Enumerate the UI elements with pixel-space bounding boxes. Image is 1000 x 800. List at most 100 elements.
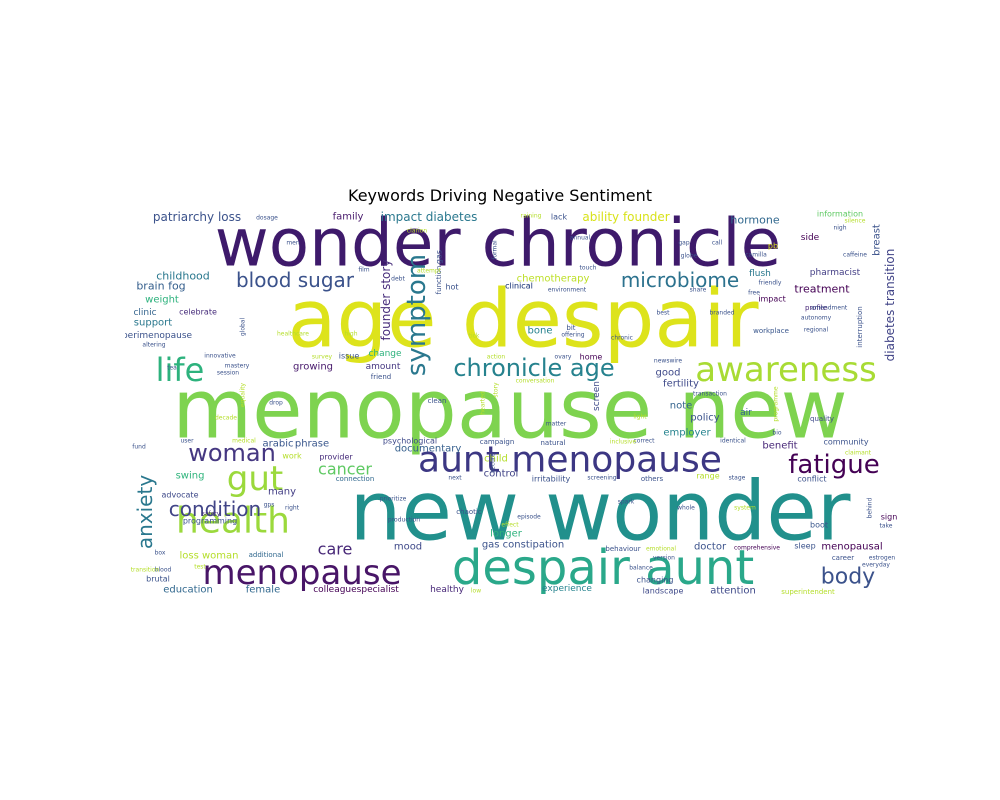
word-105: superintendent [781,588,835,596]
word-145: friendly [759,280,782,287]
word-6: menopause [203,553,402,593]
word-79: brutal [146,575,170,584]
word-170: screening [587,475,616,482]
word-36: celebrate [179,308,217,317]
word-66: gas constipation [482,540,564,551]
word-106: behaviour [605,545,640,553]
word-64: child [484,454,508,465]
word-97: interruption [856,306,864,347]
word-195: environment [548,287,587,294]
word-32: weight [145,295,179,306]
word-120: altering [142,342,165,349]
word-69: education [163,585,213,596]
chart-title: Keywords Driving Negative Sentiment [348,186,652,205]
word-80: additional [249,551,284,559]
word-90: screen [592,381,602,411]
word-143: correct [633,438,655,445]
word-188: decade [215,415,237,422]
word-46: good [656,368,681,379]
word-125: bit [566,324,575,332]
word-3: new wonder [350,465,851,560]
word-87: others [641,475,664,483]
word-169: matter [546,421,567,428]
word-75: menopausal [821,542,882,553]
word-38: flush [749,269,771,279]
word-34: support [134,318,172,329]
word-96: autonomy [801,315,832,322]
word-77: landscape [643,587,684,596]
word-86: irritability [532,475,571,484]
word-116: drop [269,400,283,407]
word-172: balance [629,565,653,572]
word-92: impact [758,295,786,304]
word-31: brain fog [136,280,185,293]
word-58: swing [176,471,205,482]
word-10: gut [227,459,283,499]
word-21: care [318,540,353,559]
word-167: effect [501,522,519,529]
word-16: microbiome [621,268,739,292]
word-74: doctor [694,542,727,553]
word-157: dosage [256,215,278,222]
word-71: colleaguespecialist [313,585,399,595]
word-49: employer [663,428,711,439]
word-48: policy [690,413,720,424]
word-14: fatigue [788,450,879,480]
word-162: test [194,564,206,571]
word-189: medical [232,438,256,445]
word-136: share [690,287,707,294]
word-62: psychological [383,437,437,446]
word-94: regional [804,327,829,334]
word-148: estrogen [869,555,896,562]
word-175: low [471,588,481,595]
word-191: session [217,370,239,377]
word-147: everyday [862,562,890,569]
word-160: gps [264,502,275,509]
word-59: advocate [162,491,199,500]
word-81: programming [183,517,237,526]
word-183: system [734,505,756,512]
word-110: spark [618,499,635,506]
word-184: range [696,472,719,481]
word-118: mastery [225,363,250,370]
word-174: emotional [646,546,676,553]
word-8: awareness [695,350,877,390]
word-7: health [176,501,290,542]
word-9: life [156,351,205,389]
word-180: amendment [811,305,848,312]
word-200: programme [773,386,780,421]
word-93: workplace [753,327,789,335]
word-194: call [712,240,723,247]
word-41: information [817,210,863,219]
word-55: issue [339,352,360,361]
word-37: treatment [794,283,850,296]
word-23: patriarchy loss [153,210,241,224]
word-146: take [880,523,893,530]
word-104: career [832,554,854,562]
word-197: story [493,382,500,398]
word-109: whole [677,505,695,512]
word-82: safety [202,511,221,518]
word-19: body [821,565,875,590]
word-24: impact diabetes [381,210,478,224]
word-57: arabic [263,439,294,450]
word-67: mood [394,542,422,553]
word-47: note [670,401,693,412]
word-63: control [484,469,519,480]
word-139: branded [709,310,734,317]
word-12: chronicle age [453,354,614,382]
word-165: clean [428,397,447,405]
word-132: globe [681,253,698,260]
word-187: bio [772,430,781,437]
word-133: camilla [745,252,767,259]
word-35: perimenopause [125,331,193,341]
word-115: box [155,550,166,557]
word-15: blood sugar [236,268,355,292]
word-51: air [740,408,752,418]
word-83: provider [319,453,353,462]
word-103: sleep [794,542,815,551]
word-39: pharmacist [810,268,861,278]
word-137: chronic [611,335,633,342]
word-20: cancer [318,460,372,479]
